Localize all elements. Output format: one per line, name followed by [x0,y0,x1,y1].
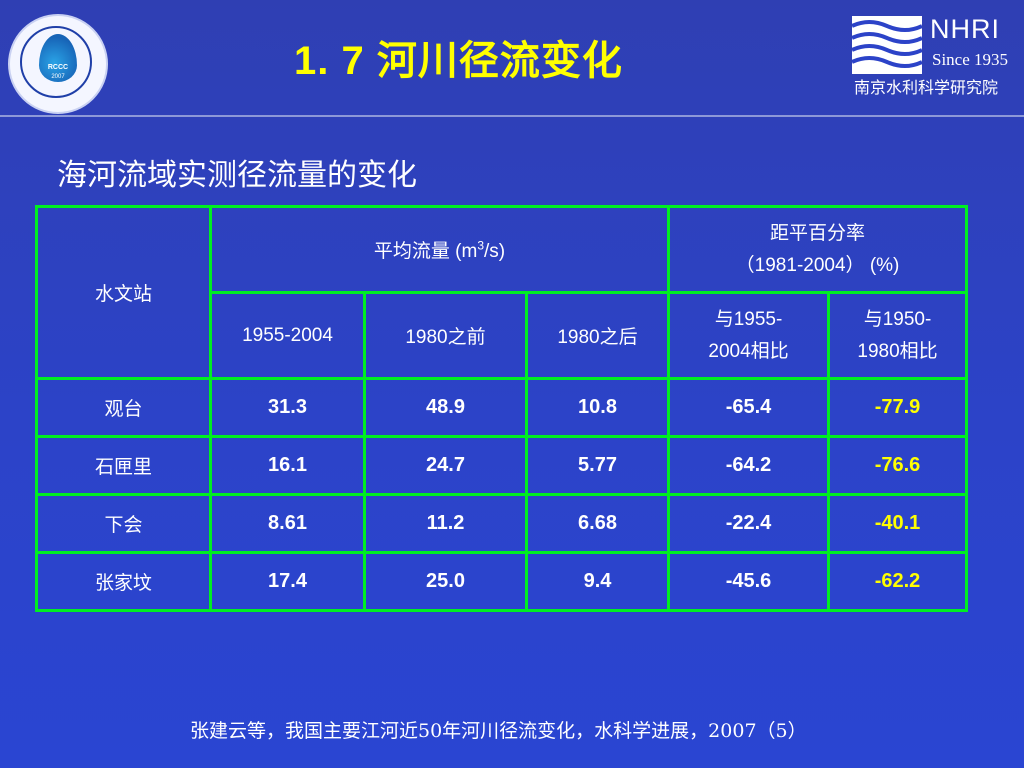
flow-after-1980: 5.77 [524,435,671,496]
header-period-before-1980: 1980之前 [363,291,528,380]
waves-icon [852,16,922,74]
mean-flow-label: 平均流量 (m [373,241,478,262]
header-mean-flow: 平均流量 (m3/s) [208,205,671,294]
header-compare-1955-2004: 与1955- 2004相比 [667,291,831,380]
station-name: 张家坟 [35,551,212,612]
station-name: 石匣里 [35,435,212,496]
anomaly-vs-1950-1980: -76.6 [827,435,969,496]
table-row: 观台 31.3 48.9 10.8 -65.4 -77.9 [35,377,969,438]
page-title: 1. 7 河川径流变化 [294,39,623,83]
water-drop-icon [39,34,77,82]
header-divider [0,115,1024,117]
anomaly-vs-1950-1980: -77.9 [827,377,969,438]
anomaly-period: （1981-2004） (%) [735,254,900,276]
nhri-org-name: 南京水利科学研究院 [854,78,999,97]
compare-2-line-1: 与1950- [863,308,932,330]
table-row: 张家坟 17.4 25.0 9.4 -45.6 -62.2 [35,551,969,612]
nhri-logo: NHRI Since 1935 南京水利科学研究院 [852,12,1016,98]
table-caption: 海河流域实测径流量的变化 [57,158,417,193]
flow-after-1980: 9.4 [524,551,671,612]
anomaly-label: 距平百分率 [770,222,866,244]
nhri-name: NHRI [930,14,1000,44]
anomaly-vs-1950-1980: -62.2 [827,551,969,612]
logo-year: 2007 [51,74,65,80]
header-station: 水文站 [35,205,212,380]
flow-after-1980: 6.68 [524,493,671,554]
anomaly-vs-1955-2004: -64.2 [667,435,831,496]
flow-1955-2004: 16.1 [209,435,366,496]
mean-flow-unit-tail: /s) [484,241,506,262]
flow-before-1980: 24.7 [363,435,528,496]
flow-1955-2004: 31.3 [209,377,366,438]
header-compare-1950-1980: 与1950- 1980相比 [827,291,969,380]
header-anomaly: 距平百分率 （1981-2004） (%) [667,205,969,294]
rccc-logo: RCCC 2007 [8,14,108,114]
nhri-since: Since 1935 [932,50,1009,69]
anomaly-vs-1955-2004: -45.6 [667,551,831,612]
flow-before-1980: 48.9 [363,377,528,438]
flow-before-1980: 25.0 [363,551,528,612]
header-period-1955-2004: 1955-2004 [209,291,366,380]
flow-after-1980: 10.8 [524,377,671,438]
anomaly-vs-1955-2004: -22.4 [667,493,831,554]
station-name: 下会 [35,493,212,554]
anomaly-vs-1955-2004: -65.4 [667,377,831,438]
header-period-after-1980: 1980之后 [524,291,671,380]
anomaly-vs-1950-1980: -40.1 [827,493,969,554]
flow-1955-2004: 17.4 [209,551,366,612]
compare-1-line-1: 与1955- [714,308,783,330]
table-row: 下会 8.61 11.2 6.68 -22.4 -40.1 [35,493,969,554]
station-name: 观台 [35,377,212,438]
logo-abbr: RCCC [47,64,69,71]
flow-1955-2004: 8.61 [209,493,366,554]
logo-ring [20,26,92,98]
mean-flow-superscript: 3 [477,238,485,253]
compare-2-line-2: 1980相比 [857,340,938,362]
citation: 张建云等，我国主要江河近50年河川径流变化，水科学进展，2007（5） [190,720,807,742]
runoff-table: 水文站 平均流量 (m3/s) 距平百分率 （1981-2004） (%) 19… [35,205,969,612]
compare-1-line-2: 2004相比 [708,340,789,362]
flow-before-1980: 11.2 [363,493,528,554]
table-row: 石匣里 16.1 24.7 5.77 -64.2 -76.6 [35,435,969,496]
